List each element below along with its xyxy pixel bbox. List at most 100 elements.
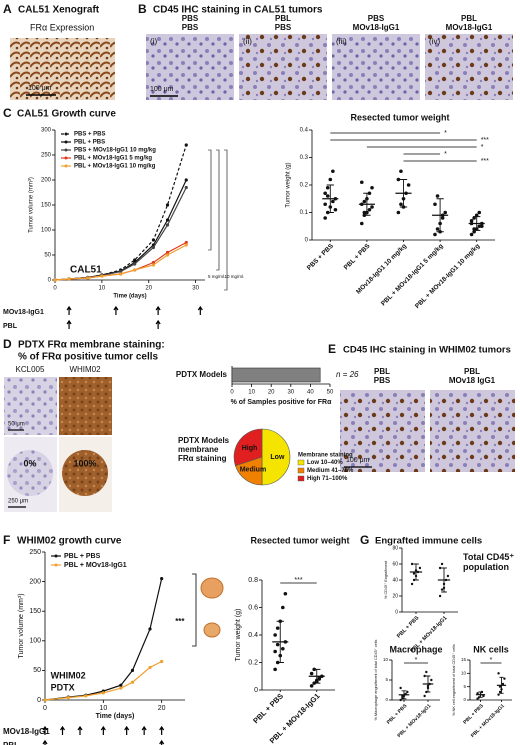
- y-tick-label: 10: [461, 671, 467, 676]
- image-label: MOv18-IgG1: [353, 23, 400, 32]
- legend-marker: [64, 164, 68, 168]
- data-point: [160, 659, 164, 664]
- data-point: [151, 238, 156, 242]
- data-point: [43, 698, 47, 702]
- y-tick-label: 0.4: [300, 128, 309, 134]
- data-point: [119, 272, 123, 276]
- panel-letter: E: [328, 342, 336, 356]
- scale-label: 100 μm: [346, 457, 370, 464]
- data-point: [440, 562, 444, 566]
- error-bar: [436, 198, 444, 233]
- chart-title: CAL51 Growth curve: [17, 109, 116, 120]
- legend-marker: [54, 554, 58, 558]
- data-point: [482, 694, 485, 698]
- data-point: [323, 191, 327, 196]
- y-axis-label: % NK cell engraftment of total CD45⁺ cel…: [452, 644, 456, 716]
- legend-marker: [64, 132, 68, 136]
- dose-arrow: [77, 725, 83, 735]
- error-bar: [413, 563, 419, 581]
- data-point: [323, 216, 327, 220]
- ihc-image: [59, 377, 112, 435]
- data-point: [480, 224, 484, 229]
- annotation: 5 mg/ml.: [208, 274, 225, 279]
- y-tick-label: 0: [395, 609, 398, 615]
- panel-letter: G: [360, 533, 369, 547]
- data-point: [472, 229, 476, 234]
- data-point: [435, 227, 440, 231]
- ihc-image: [146, 34, 234, 100]
- data-point: [406, 690, 409, 694]
- x-tick-label: 0: [230, 390, 234, 396]
- data-point: [309, 671, 314, 676]
- sig-label: ***: [481, 158, 489, 165]
- data-point: [498, 690, 502, 694]
- panel-subtitle: FRα Expression: [30, 22, 94, 32]
- sig-label: *: [444, 151, 447, 158]
- data-point: [370, 185, 374, 190]
- image-label: MOv18 IgG1: [449, 376, 496, 385]
- data-point: [477, 224, 482, 229]
- error-bar: [363, 192, 371, 216]
- data-point: [396, 210, 401, 215]
- bracket: [216, 149, 220, 271]
- y-tick-label: 5: [463, 684, 466, 689]
- chart-title: Total CD45⁺ population: [463, 552, 515, 573]
- y-tick-label: 60: [392, 561, 398, 567]
- data-point: [273, 633, 277, 637]
- y-axis-label: % Macrophage engraftment of total CD45⁺ …: [374, 640, 378, 721]
- y-tick-label: 0.2: [248, 659, 258, 666]
- data-point: [472, 227, 476, 231]
- data-point: [165, 250, 170, 255]
- data-point: [399, 202, 403, 207]
- y-tick-label: 100: [41, 228, 52, 234]
- data-point: [497, 693, 500, 696]
- pie-slice: [261, 428, 291, 486]
- y-tick-label: 150: [29, 608, 41, 615]
- data-point: [446, 574, 450, 578]
- image-label: PBL: [374, 367, 390, 376]
- slice-label: High: [242, 445, 258, 452]
- data-point: [433, 232, 437, 237]
- x-tick-label: 40: [307, 390, 314, 396]
- ihc-image: [4, 377, 57, 435]
- data-point: [425, 670, 428, 674]
- image-index: (iii): [336, 37, 347, 46]
- bracket: [208, 149, 212, 251]
- y-tick-label: 0.1: [300, 210, 309, 216]
- data-point: [160, 577, 164, 581]
- x-tick-label: 20: [158, 705, 166, 712]
- data-point: [130, 668, 135, 673]
- legend-swatch: [297, 475, 305, 482]
- data-point: [325, 194, 330, 198]
- dose-arrow: [66, 305, 72, 315]
- image-label: PBS: [182, 23, 199, 32]
- image-label: KCL005: [16, 365, 45, 374]
- data-point: [406, 183, 411, 187]
- tma-core: [7, 450, 53, 496]
- tumor-image: [203, 622, 221, 638]
- x-tick-label: 0: [53, 286, 57, 292]
- data-point: [399, 698, 402, 702]
- chart-title: Resected tumor weight: [350, 112, 449, 122]
- panel-title: PDTX FRα membrane staining:: [18, 340, 165, 351]
- y-tick-label: 0.4: [248, 632, 258, 639]
- data-point: [184, 143, 188, 147]
- core-label: 0%: [23, 458, 36, 468]
- data-point: [151, 260, 156, 265]
- category-label: PDTX Models: [176, 370, 228, 379]
- error-bar: [478, 691, 483, 698]
- legend-label: Medium 41–70%: [307, 468, 354, 474]
- data-point: [362, 210, 367, 215]
- y-tick-label: 250: [41, 153, 52, 159]
- data-point: [410, 562, 414, 566]
- x-tick-label: PBL + MOv18-IgG1 10 mg/kg: [414, 243, 481, 310]
- data-point: [503, 677, 506, 680]
- x-tick-label: 50: [327, 390, 334, 396]
- y-tick-label: 20: [392, 593, 398, 599]
- data-point: [273, 667, 277, 672]
- y-tick-label: 40: [392, 577, 398, 583]
- data-point: [119, 269, 123, 274]
- y-axis-label: Tumor volume (mm³): [18, 593, 25, 658]
- y-axis-label: Tumor volume (mm³): [29, 177, 35, 233]
- annotation: CAL51: [70, 265, 102, 276]
